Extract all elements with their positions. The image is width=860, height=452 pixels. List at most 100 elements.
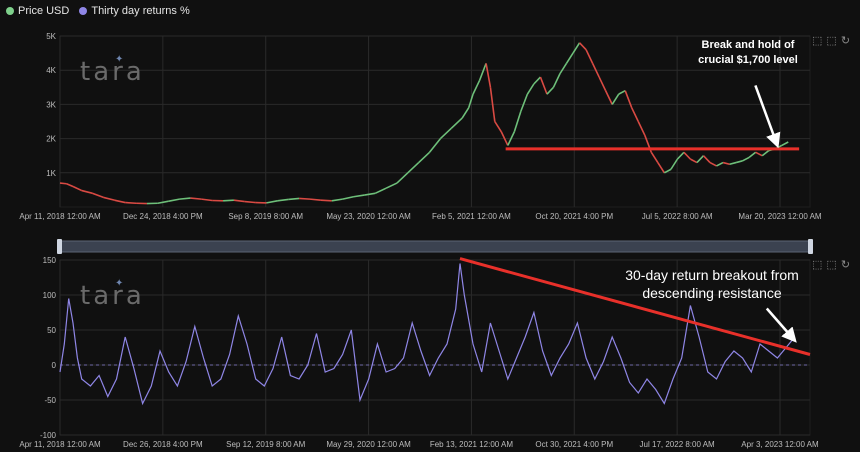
x-tick-label: Sep 8, 2019 8:00 AM: [228, 212, 303, 221]
price-segment: [702, 155, 711, 164]
price-segment: [277, 198, 289, 202]
price-segment: [690, 158, 698, 164]
price-segment: [631, 107, 639, 122]
legend-item-price[interactable]: Price USD: [6, 3, 69, 19]
price-segment: [572, 42, 581, 54]
x-tick-label: May 29, 2020 12:00 AM: [326, 440, 411, 449]
returns-series-line: [59, 263, 796, 406]
price-segment: [598, 76, 607, 92]
restore-icon[interactable]: ⬚: [826, 35, 837, 47]
y-tick-label: 2K: [46, 135, 56, 144]
price-segment: [114, 199, 126, 204]
x-tick-label: Apr 3, 2023 12:00 AM: [741, 440, 819, 449]
annotation-arrow: [765, 307, 797, 343]
annotation-arrow: [754, 85, 781, 149]
x-tick-label: Feb 5, 2021 12:00 AM: [432, 212, 511, 221]
legend-item-returns[interactable]: Thirty day returns %: [79, 3, 190, 19]
price-segment: [450, 117, 463, 129]
x-tick-label: Dec 26, 2018 4:00 PM: [123, 440, 203, 449]
price-segment: [461, 107, 470, 119]
price-segment: [507, 131, 516, 146]
price-segment: [299, 197, 311, 200]
price-segment: [781, 141, 789, 147]
price-segment: [364, 192, 376, 196]
reset-icon[interactable]: ↻: [840, 35, 851, 47]
price-segment: [320, 199, 332, 202]
price-segment: [72, 185, 83, 192]
watermark-logo: tara: [80, 281, 145, 311]
price-segment: [309, 198, 321, 201]
price-segment: [222, 199, 234, 202]
annotation-text: descending resistance: [642, 285, 782, 301]
price-segment: [618, 90, 626, 95]
price-segment: [244, 200, 256, 204]
crop-icon[interactable]: ⬚: [812, 259, 823, 271]
annotation-text: Break and hold of: [702, 39, 795, 51]
restore-icon[interactable]: ⬚: [826, 259, 837, 271]
price-segment: [428, 138, 442, 153]
watermark-star-icon: ✦: [115, 54, 123, 65]
price-segment: [520, 93, 529, 112]
price-segment: [735, 160, 743, 164]
price-segment: [288, 197, 300, 201]
price-segment: [716, 161, 724, 167]
price-segment: [103, 196, 115, 201]
price-segment: [729, 161, 737, 166]
price-segment: [578, 42, 587, 51]
range-navigator[interactable]: [57, 239, 813, 254]
x-tick-label: Oct 20, 2021 4:00 PM: [535, 212, 613, 221]
y-tick-label: 1K: [46, 169, 56, 178]
y-tick-label: 4K: [46, 66, 56, 75]
price-segment: [478, 63, 487, 81]
price-segment: [546, 86, 555, 95]
annotation-text: crucial $1,700 level: [698, 54, 798, 66]
price-segment: [742, 156, 750, 162]
price-segment: [472, 80, 481, 95]
price-segment: [637, 121, 646, 136]
price-segment: [494, 121, 502, 133]
descending-trendline: [459, 257, 811, 356]
price-segment: [489, 87, 496, 122]
price-segment: [190, 197, 202, 200]
crop-icon[interactable]: ⬚: [812, 35, 823, 47]
x-tick-label: Oct 30, 2021 4:00 PM: [535, 440, 613, 449]
price-segment: [385, 182, 398, 189]
y-tick-label: -50: [44, 396, 56, 405]
price-segment: [755, 151, 763, 157]
annotation-text: 30-day return breakout from: [625, 267, 799, 283]
watermark-logo: tara: [80, 57, 145, 87]
x-tick-label: Mar 20, 2023 12:00 AM: [738, 212, 822, 221]
x-tick-label: Jul 17, 2022 8:00 AM: [640, 440, 716, 449]
legend-dot-returns: [79, 7, 88, 15]
navigator-window: [59, 240, 811, 253]
legend: Price USD Thirty day returns %: [6, 3, 190, 19]
price-segment: [604, 90, 613, 105]
x-tick-label: Apr 11, 2018 12:00 AM: [19, 440, 101, 449]
x-tick-label: Dec 24, 2018 4:00 PM: [123, 212, 203, 221]
price-segment: [353, 194, 365, 198]
price-segment: [676, 151, 685, 160]
price-segment: [439, 127, 452, 140]
navigator-handle-left: [57, 239, 62, 254]
y-tick-label: 150: [43, 256, 57, 265]
price-segment: [92, 192, 104, 199]
price-segment: [179, 197, 191, 200]
price-segment: [559, 62, 568, 75]
price-segment: [467, 93, 474, 109]
price-segment: [500, 131, 509, 146]
legend-dot-price: [6, 7, 14, 15]
navigator-handle-right: [808, 239, 813, 254]
price-segment: [331, 198, 343, 202]
price-segment: [513, 110, 522, 133]
reset-icon[interactable]: ↻: [840, 259, 851, 271]
price-segment: [526, 83, 535, 95]
legend-label-price: Price USD: [18, 5, 70, 17]
price-segment: [722, 161, 730, 166]
watermark-star-icon: ✦: [115, 278, 123, 289]
price-segment: [611, 93, 620, 105]
price-segment: [59, 182, 67, 185]
y-tick-label: 3K: [46, 100, 56, 109]
price-segment: [565, 52, 574, 64]
